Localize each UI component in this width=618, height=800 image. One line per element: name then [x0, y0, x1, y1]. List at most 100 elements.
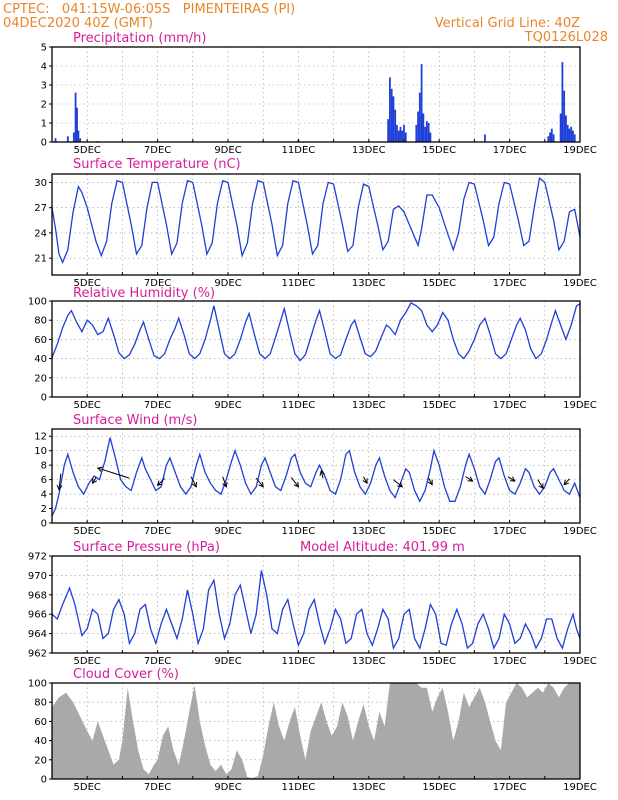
- y-tick-label: 966: [28, 610, 47, 621]
- x-tick-label: 11DEC: [282, 782, 316, 793]
- precip-bar: [427, 123, 430, 142]
- precip-bar: [420, 64, 423, 142]
- header-station: CPTEC: 041:15W-06:05S PIMENTEIRAS (PI): [3, 2, 295, 17]
- panel-humidity-title: Relative Humidity (%): [73, 286, 215, 301]
- x-tick-label: 13DEC: [352, 400, 386, 411]
- wind-arrow: [393, 479, 404, 488]
- y-tick-label: 5: [41, 43, 47, 54]
- wind-arrow-head: [538, 483, 544, 490]
- x-tick-label: 7DEC: [144, 145, 171, 156]
- wind-arrow-head: [509, 476, 516, 482]
- temp-series-line: [51, 177, 581, 265]
- precip-bar: [74, 92, 77, 142]
- x-tick-label: 17DEC: [493, 782, 527, 793]
- precip-bar: [394, 109, 397, 142]
- x-tick-label: 9DEC: [214, 400, 241, 411]
- precip-bar: [66, 136, 69, 142]
- wind-arrow-shaft: [393, 479, 403, 488]
- x-tick-label: 7DEC: [144, 278, 171, 289]
- panel-pressure-altitude: Model Altitude: 401.99 m: [300, 540, 465, 555]
- precip-bar: [549, 132, 551, 142]
- x-tick-label: 15DEC: [422, 526, 456, 537]
- precip-bar: [424, 126, 427, 142]
- x-tick-label: 5DEC: [74, 782, 101, 793]
- x-tick-label: 19DEC: [563, 782, 597, 793]
- precip-bar: [54, 138, 57, 142]
- wind-arrow-head: [156, 480, 163, 487]
- x-tick-label: 17DEC: [493, 656, 527, 667]
- y-tick-label: 24: [34, 228, 47, 239]
- wind-arrow: [96, 466, 130, 479]
- wind-arrow: [222, 476, 228, 488]
- x-tick-label: 15DEC: [422, 145, 456, 156]
- wind-arrow: [537, 479, 544, 490]
- wind-arrow-shaft: [465, 476, 473, 482]
- precip-bar: [418, 92, 421, 142]
- precip-bar: [390, 88, 393, 142]
- wind-arrow: [465, 476, 474, 482]
- precip-bar: [572, 130, 574, 142]
- precip-bar: [77, 130, 80, 142]
- x-tick-label: 5DEC: [74, 656, 101, 667]
- wind-arrow-head: [319, 469, 326, 476]
- wind-arrow: [427, 477, 433, 486]
- x-tick-label: 9DEC: [214, 526, 241, 537]
- precip-bar: [568, 128, 571, 142]
- panel-wind: 0 2 4 6 8 10 12 5DEC 7DEC 9DEC 11DEC 13DEC 15DEC 17DE…: [34, 428, 597, 537]
- x-tick-label: 11DEC: [282, 278, 316, 289]
- x-tick-label: 17DEC: [493, 400, 527, 411]
- panel-temp: 21 24 27 30 5DEC 7DEC 9DEC 11DEC 13DEC 15DEC 17DEC…: [34, 173, 597, 289]
- header-datetime: 04DEC2020 40Z (GMT): [3, 16, 153, 31]
- x-tick-label: 5DEC: [74, 526, 101, 537]
- wind-arrow-head: [427, 479, 433, 486]
- x-tick-label: 19DEC: [563, 145, 597, 156]
- header-grid-line: Vertical Grid Line: 40Z: [435, 16, 580, 31]
- x-tick-label: 15DEC: [422, 782, 456, 793]
- wind-arrow: [290, 477, 300, 488]
- x-tick-label: 5DEC: [74, 145, 101, 156]
- wind-arrow-head: [397, 482, 404, 488]
- precip-bar: [563, 90, 566, 142]
- wind-arrow-shaft: [320, 470, 324, 479]
- wind-arrow: [156, 477, 165, 487]
- x-tick-label: 7DEC: [144, 400, 171, 411]
- y-tick-label: 0: [41, 393, 47, 404]
- precip-bar: [399, 126, 402, 142]
- wind-arrow-shaft: [428, 477, 433, 485]
- x-tick-label: 9DEC: [214, 145, 241, 156]
- x-tick-label: 7DEC: [144, 782, 171, 793]
- y-tick-label: 968: [28, 590, 47, 601]
- wind-arrow-shaft: [255, 477, 264, 488]
- x-tick-label: 15DEC: [422, 400, 456, 411]
- wind-arrow-shaft: [92, 477, 97, 484]
- wind-arrow-head: [56, 484, 63, 491]
- x-tick-label: 11DEC: [282, 526, 316, 537]
- wind-arrow: [190, 476, 197, 488]
- x-tick-label: 15DEC: [422, 656, 456, 667]
- y-tick-label: 60: [34, 717, 47, 728]
- y-tick-label: 962: [28, 649, 47, 660]
- y-tick-label: 0: [41, 138, 47, 149]
- y-tick-label: 30: [34, 178, 47, 189]
- precip-bar: [559, 113, 562, 142]
- y-tick-label: 1: [41, 119, 47, 130]
- panel-frame: [51, 555, 581, 654]
- y-tick-label: 2: [41, 100, 47, 111]
- precip-bar: [573, 134, 576, 142]
- wind-arrow-head: [258, 481, 264, 488]
- x-tick-label: 19DEC: [563, 656, 597, 667]
- y-tick-label: 4: [41, 490, 47, 501]
- x-tick-label: 5DEC: [74, 278, 101, 289]
- x-tick-label: 17DEC: [493, 278, 527, 289]
- panel-temp-title: Surface Temperature (nC): [73, 157, 241, 172]
- panel-frame: [51, 46, 581, 143]
- precip-bar: [392, 96, 395, 142]
- x-tick-label: 7DEC: [144, 656, 171, 667]
- y-tick-label: 0: [41, 775, 47, 786]
- panel-pressure-title: Surface Pressure (hPa): [73, 540, 220, 555]
- wind-series-line: [51, 437, 581, 517]
- x-tick-label: 9DEC: [214, 656, 241, 667]
- precip-bar: [570, 126, 573, 142]
- precip-bar: [403, 124, 405, 142]
- wind-arrow-head: [191, 481, 197, 488]
